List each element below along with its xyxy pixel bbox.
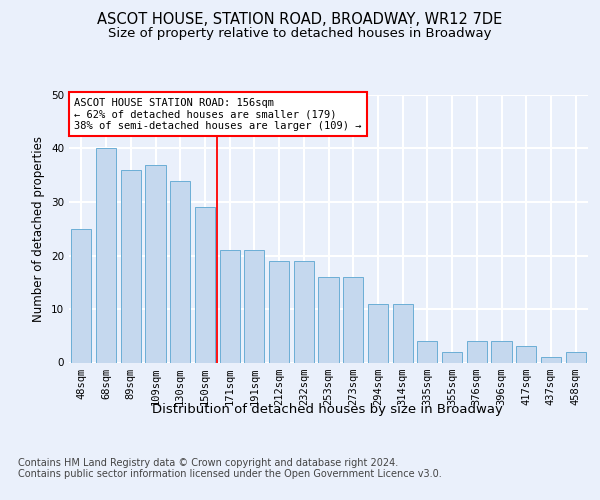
Bar <box>442 352 462 362</box>
Bar <box>516 346 536 362</box>
Bar <box>96 148 116 362</box>
Bar <box>392 304 413 362</box>
Bar <box>269 261 289 362</box>
Bar <box>195 208 215 362</box>
Bar <box>566 352 586 362</box>
Bar <box>541 357 561 362</box>
Text: Distribution of detached houses by size in Broadway: Distribution of detached houses by size … <box>152 402 502 415</box>
Y-axis label: Number of detached properties: Number of detached properties <box>32 136 46 322</box>
Text: Size of property relative to detached houses in Broadway: Size of property relative to detached ho… <box>108 28 492 40</box>
Bar <box>467 341 487 362</box>
Bar <box>491 341 512 362</box>
Bar <box>170 180 190 362</box>
Bar <box>121 170 141 362</box>
Bar <box>368 304 388 362</box>
Bar <box>71 229 91 362</box>
Text: ASCOT HOUSE, STATION ROAD, BROADWAY, WR12 7DE: ASCOT HOUSE, STATION ROAD, BROADWAY, WR1… <box>97 12 503 28</box>
Bar <box>319 277 338 362</box>
Bar <box>145 164 166 362</box>
Text: ASCOT HOUSE STATION ROAD: 156sqm
← 62% of detached houses are smaller (179)
38% : ASCOT HOUSE STATION ROAD: 156sqm ← 62% o… <box>74 98 361 131</box>
Bar <box>244 250 265 362</box>
Bar <box>417 341 437 362</box>
Bar <box>293 261 314 362</box>
Text: Contains HM Land Registry data © Crown copyright and database right 2024.
Contai: Contains HM Land Registry data © Crown c… <box>18 458 442 479</box>
Bar <box>343 277 364 362</box>
Bar <box>220 250 240 362</box>
